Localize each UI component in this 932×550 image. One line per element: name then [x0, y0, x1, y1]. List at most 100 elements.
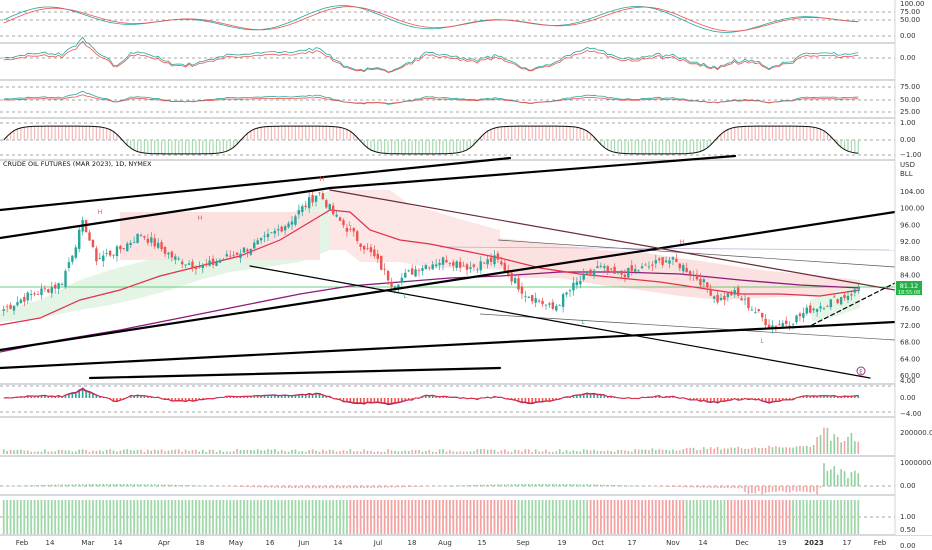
open-interest-bars: [2, 463, 860, 495]
wave-bar: [51, 126, 53, 140]
candle: [112, 254, 115, 259]
candle: [421, 265, 424, 276]
signal-bar: [54, 500, 57, 534]
high-label: H: [198, 215, 203, 222]
macd-bar: [394, 398, 396, 404]
volume-bar: [603, 451, 606, 454]
candle: [366, 243, 369, 251]
signal-bar: [678, 500, 681, 534]
wave-bar: [380, 140, 382, 153]
candle: [819, 302, 822, 312]
pattern-labels: H H H H L L L L: [98, 176, 765, 345]
time-tick: Jun: [298, 539, 310, 547]
oi-bar: [840, 469, 842, 487]
oi-bar: [250, 486, 252, 488]
oi-bar: [665, 486, 667, 487]
macd-bar: [136, 394, 139, 398]
oi-bar: [819, 486, 822, 488]
volume-bar: [143, 451, 146, 454]
volume-bar: [857, 441, 860, 454]
candle: [500, 256, 503, 267]
wave-bar: [336, 126, 338, 140]
price-scale[interactable]: USD BLL 104.00 100.00 96.00 92.00 88.00 84.00…: [894, 0, 932, 550]
wave-bar: [404, 140, 406, 154]
wave-bar: [504, 126, 506, 140]
oi-bar: [57, 484, 60, 487]
axis-tick: 0.00: [900, 32, 916, 40]
wave-bar: [675, 140, 677, 154]
volume-bar: [778, 447, 781, 454]
oi-bar: [541, 484, 544, 487]
macd-bar: [802, 395, 805, 398]
oi-bar: [709, 486, 712, 488]
signal-bar: [771, 500, 774, 534]
volume-bar: [819, 435, 822, 454]
signal-bar: [325, 500, 328, 534]
wave-bar: [614, 140, 616, 153]
macd-bar: [850, 396, 853, 398]
oi-bar: [81, 484, 84, 487]
wave-bar: [449, 140, 451, 154]
signal-bar: [37, 500, 39, 534]
signal-bar: [349, 500, 352, 534]
volume-bar: [201, 449, 204, 454]
candle: [352, 227, 355, 237]
oi-bar: [294, 486, 297, 489]
oi-bar: [54, 484, 56, 487]
volume-bar: [850, 432, 853, 454]
signal-bar: [191, 500, 194, 534]
oi-bar: [620, 485, 623, 487]
time-axis[interactable]: Feb 14 Mar 14 Apr 18 May 16 Jun 14 Jul 18 Aug 15 Sep 19…: [16, 539, 887, 547]
signal-bar: [167, 500, 170, 534]
oi-bar: [225, 486, 228, 487]
wave-bar: [706, 140, 708, 148]
event-marker[interactable]: E: [856, 366, 866, 376]
volume-bar: [102, 451, 105, 454]
macd-bar: [294, 394, 297, 398]
candle: [579, 275, 582, 289]
volume-bar: [160, 449, 163, 454]
signal-bar: [2, 500, 5, 534]
volume-bar: [366, 450, 369, 454]
signal-bar: [143, 500, 146, 534]
oi-bar: [706, 486, 709, 488]
trendlines[interactable]: [0, 154, 897, 380]
wave-bar: [212, 140, 214, 154]
volume-bar: [466, 451, 468, 454]
wave-bar: [813, 127, 815, 140]
volume-bar: [260, 450, 262, 454]
volume-bar: [668, 450, 671, 454]
volume-bar: [184, 449, 187, 454]
candle: [668, 256, 671, 269]
volume-bar: [548, 451, 551, 454]
volume-bar: [88, 451, 91, 454]
candlesticks[interactable]: [2, 190, 860, 334]
oi-bar: [562, 484, 564, 487]
wave-bar: [150, 140, 152, 154]
wave-bar: [583, 129, 585, 140]
signal-bar: [370, 500, 372, 534]
macd-bar: [703, 398, 705, 401]
volume-bar: [699, 450, 702, 454]
macd-bar: [387, 398, 389, 406]
volume-bar: [243, 450, 245, 454]
time-tick: 16: [266, 539, 275, 547]
signal-bar: [95, 500, 98, 534]
candle: [609, 268, 613, 273]
signal-bar: [648, 500, 650, 534]
macd-bar: [99, 396, 101, 398]
candle: [194, 265, 198, 275]
candle: [318, 191, 321, 196]
oi-bar: [836, 474, 839, 487]
macd-bar: [548, 398, 551, 402]
macd-bar: [143, 395, 146, 398]
signal-bar: [212, 500, 214, 534]
price-tick: 60.00: [900, 372, 920, 380]
volume-bar: [479, 449, 482, 454]
candle: [555, 303, 558, 312]
volume-bar: [757, 448, 760, 454]
macd-bar: [847, 396, 849, 398]
macd-bar: [843, 395, 846, 398]
macd-bar: [256, 395, 259, 398]
